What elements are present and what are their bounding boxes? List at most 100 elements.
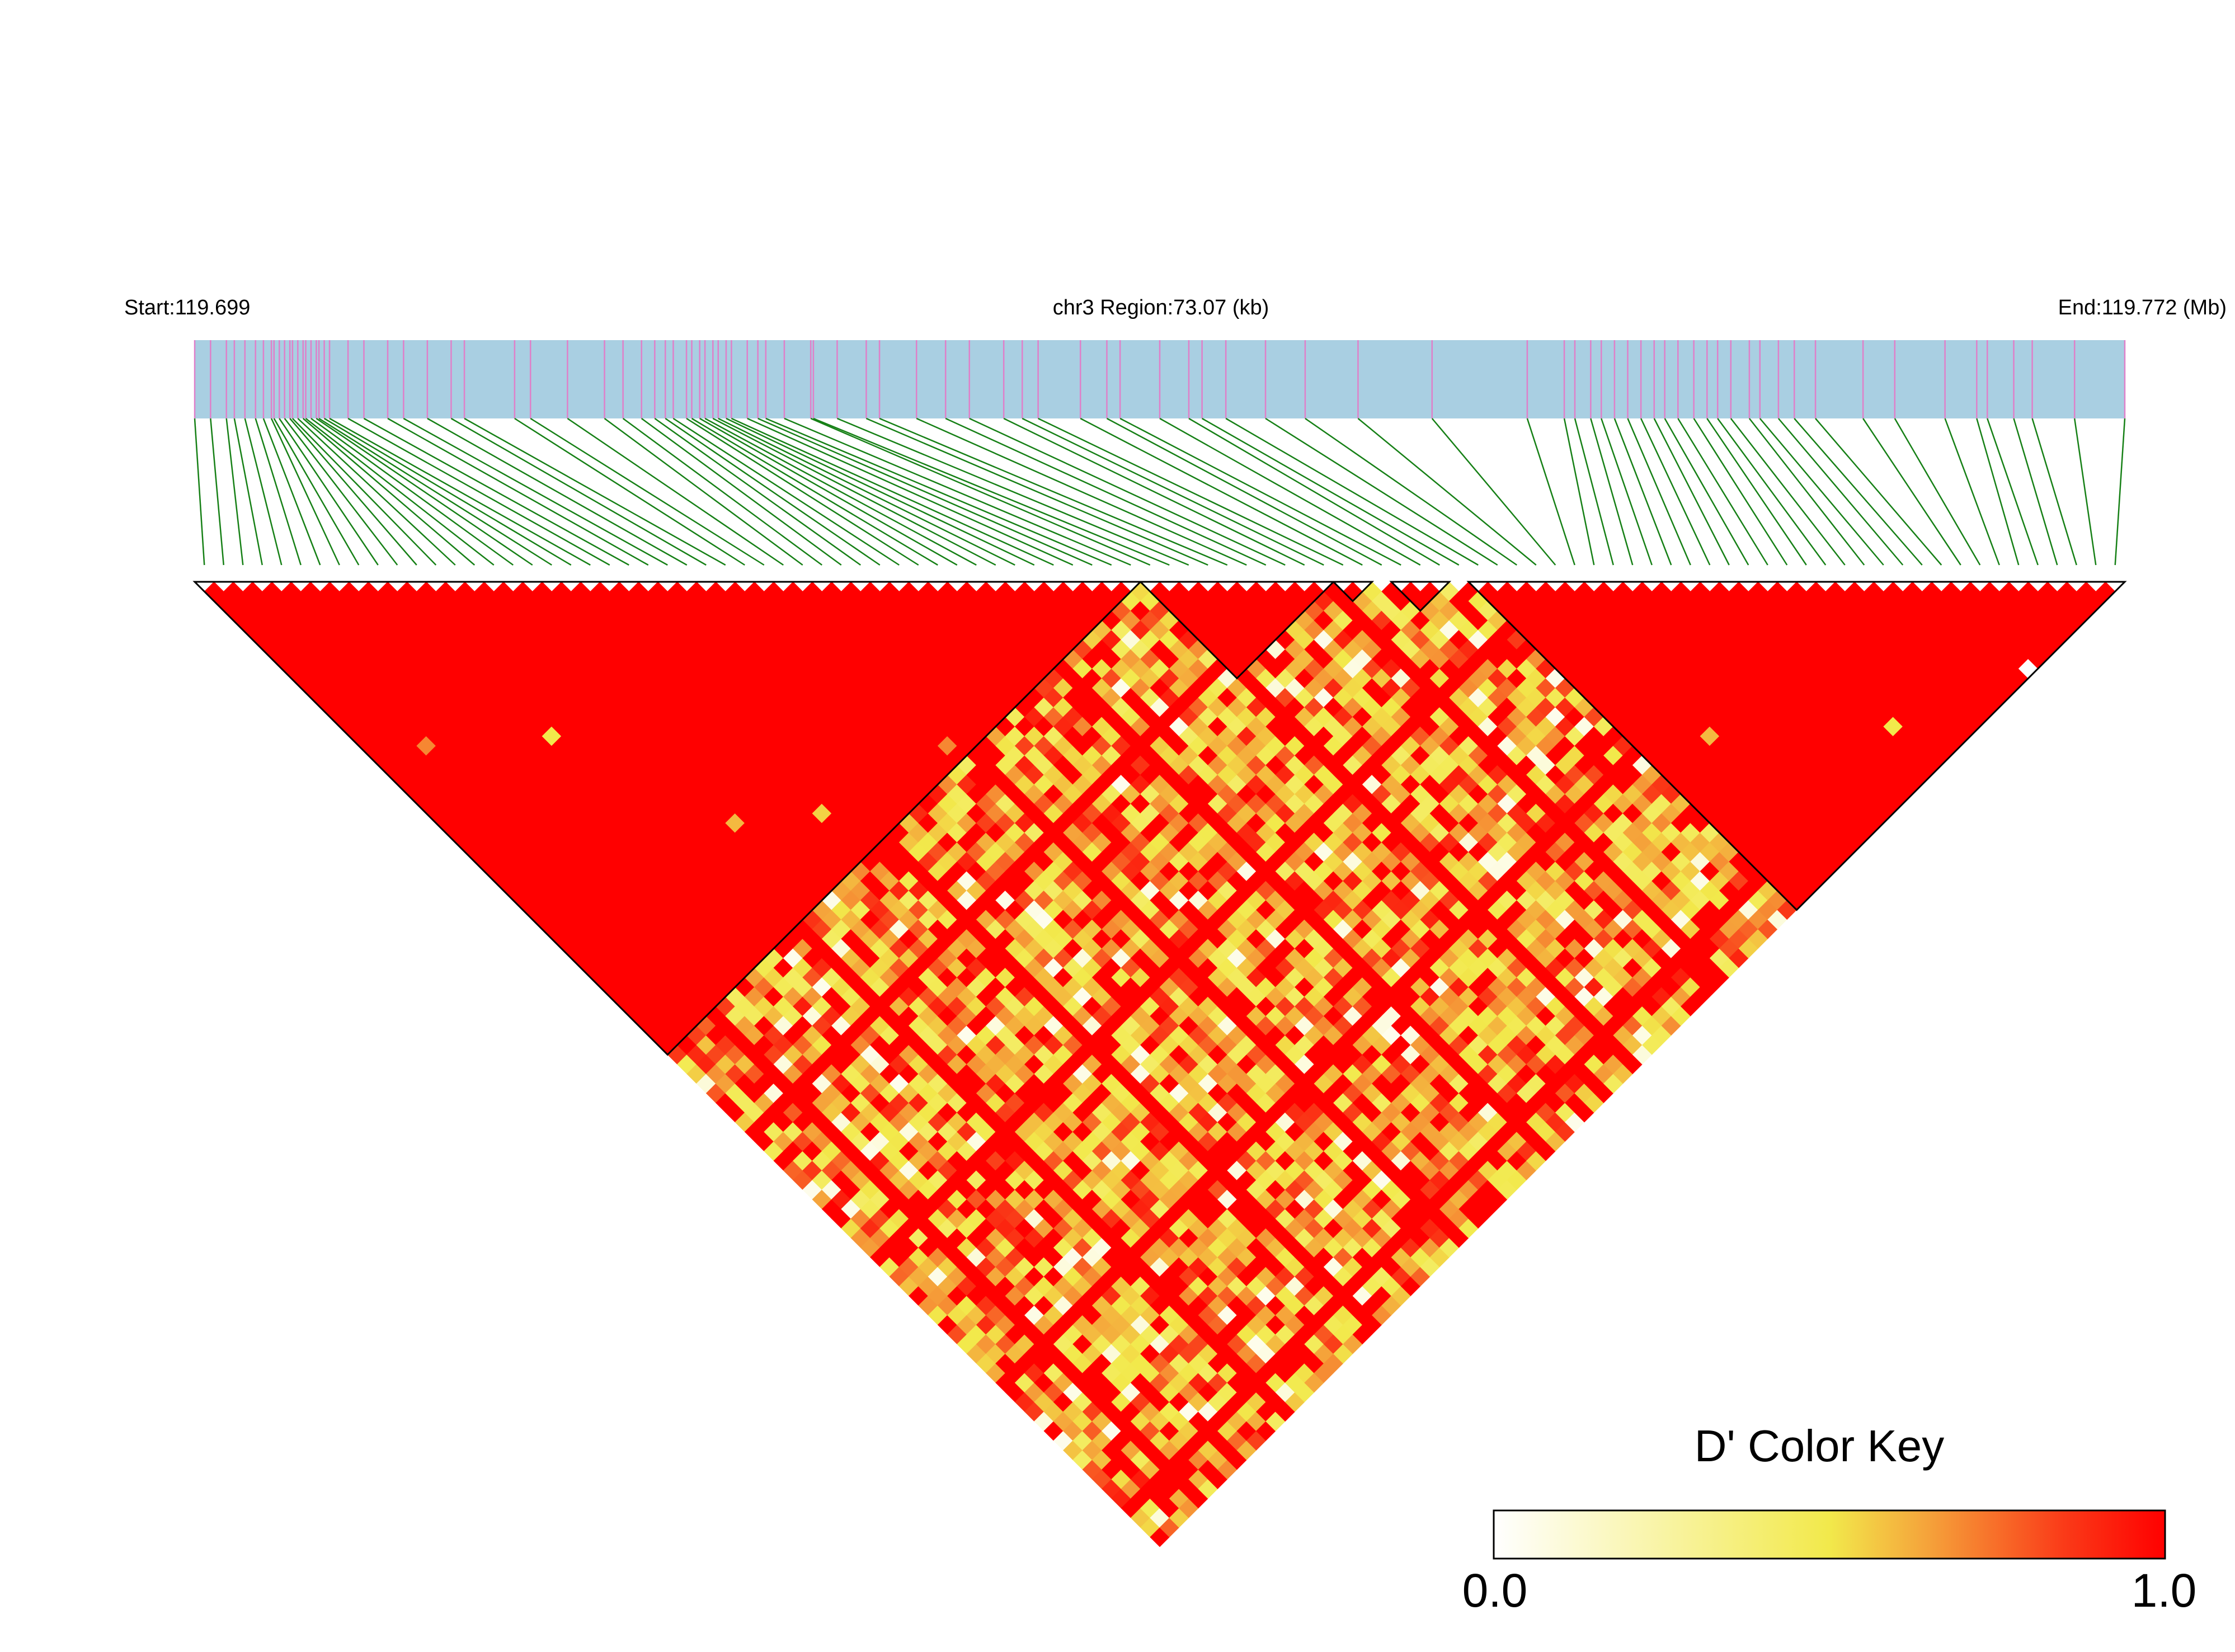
- snp-connector: [297, 418, 456, 566]
- snp-connector: [1976, 418, 2020, 566]
- snp-connector: [1080, 417, 1363, 566]
- snp-connector: [291, 418, 437, 566]
- snp-connector: [1590, 418, 1634, 566]
- snp-connector: [1748, 418, 1865, 566]
- snp-connector: [363, 417, 629, 566]
- snp-connector: [1677, 418, 1768, 566]
- snp-connector: [2013, 418, 2058, 566]
- snp-connector: [305, 418, 495, 566]
- snp-connector: [225, 418, 244, 566]
- snp-connector: [427, 417, 688, 566]
- snp-connector: [691, 417, 938, 566]
- snp-connector: [1357, 418, 1537, 566]
- snp-connector: [450, 417, 707, 566]
- snp-connector: [255, 418, 302, 566]
- snp-connector: [2073, 418, 2097, 566]
- snp-connector: [289, 418, 417, 566]
- snp-connector: [194, 418, 205, 566]
- snp-connector: [1563, 418, 1595, 566]
- snp-connector: [641, 417, 842, 566]
- snp-track: [194, 340, 2126, 418]
- snp-connector: [318, 417, 552, 566]
- snp-connector: [718, 417, 1015, 566]
- snp-connector: [279, 418, 379, 566]
- snp-connector: [672, 417, 900, 566]
- snp-connector: [813, 417, 1170, 566]
- snp-track-markers: [194, 340, 2126, 418]
- snp-connector: [514, 417, 745, 566]
- snp-connector: [836, 417, 1189, 566]
- snp-connector: [1987, 418, 2039, 566]
- snp-connector: [1894, 418, 1981, 566]
- snp-connector: [1106, 417, 1382, 566]
- snp-connector: [712, 417, 996, 566]
- snp-connector: [1003, 417, 1305, 566]
- snp-connector: [1794, 418, 1923, 566]
- snp-connector: [1717, 418, 1827, 566]
- snp-connector: [316, 417, 533, 566]
- snp-connector: [945, 417, 1267, 566]
- snp-connector: [530, 417, 765, 566]
- snp-connector: [699, 417, 958, 566]
- snp-connector: [1305, 417, 1517, 566]
- snp-connector: [747, 417, 1074, 566]
- snp-connector: [622, 417, 822, 566]
- end-label: End:119.772 (Mb): [2058, 296, 2227, 319]
- snp-connector: [654, 417, 861, 566]
- snp-connector: [1815, 418, 1942, 566]
- snp-connector: [284, 418, 398, 566]
- snp-connector: [604, 417, 803, 566]
- snp-connector: [1693, 418, 1788, 566]
- snp-connector: [262, 418, 321, 566]
- snp-connector: [1862, 418, 1961, 566]
- snp-connector: [1640, 418, 1711, 566]
- snp-connector: [784, 417, 1131, 566]
- snp-connector: [916, 417, 1247, 566]
- snp-connector: [1759, 418, 1884, 566]
- snp-connector: [1706, 418, 1807, 566]
- ld-triangle: [204, 581, 2116, 1547]
- snp-connector: [2114, 418, 2126, 566]
- snp-connector: [1574, 418, 1614, 566]
- snp-connector: [233, 418, 263, 566]
- snp-connector: [1038, 417, 1344, 566]
- snp-connector: [347, 417, 610, 566]
- snp-connector: [2031, 418, 2077, 566]
- snp-connector: [1653, 418, 1730, 566]
- snp-connector: [567, 417, 784, 566]
- snp-connector: [1119, 417, 1401, 566]
- snp-connector: [1159, 417, 1421, 566]
- snp-connector: [1601, 418, 1653, 566]
- snp-connector: [1201, 417, 1460, 566]
- snp-connector: [1265, 417, 1498, 566]
- snp-connector: [1225, 417, 1479, 566]
- snp-connector: [403, 417, 668, 566]
- snp-connector: [1188, 417, 1440, 566]
- snp-connector: [273, 418, 360, 566]
- snp-connector: [765, 417, 1112, 566]
- start-label: Start:119.699: [124, 296, 250, 319]
- snp-connector: [244, 418, 283, 566]
- snp-connector: [270, 418, 340, 566]
- snp-connector: [1431, 418, 1556, 566]
- snp-connector: [726, 417, 1035, 566]
- snp-connector: [686, 417, 919, 566]
- snp-connector: [1022, 417, 1324, 566]
- snp-connector: [879, 417, 1228, 566]
- snp-connector: [1777, 418, 1904, 566]
- snp-connector: [310, 417, 514, 566]
- snp-connector: [757, 417, 1093, 566]
- region-label: chr3 Region:73.07 (kb): [1053, 296, 1269, 319]
- snp-connector: [865, 417, 1208, 566]
- snp-connector: [1944, 418, 2000, 566]
- snp-connector: [302, 418, 476, 566]
- snp-connector: [210, 418, 224, 566]
- snp-connector: [731, 417, 1054, 566]
- snp-connector: [1627, 418, 1691, 566]
- snp-connector-lines: [194, 417, 2126, 566]
- snp-connector: [323, 417, 572, 566]
- snp-connector: [810, 417, 1151, 566]
- snp-connector: [1613, 418, 1672, 566]
- snp-connector: [1730, 418, 1846, 566]
- snp-connector: [969, 417, 1286, 566]
